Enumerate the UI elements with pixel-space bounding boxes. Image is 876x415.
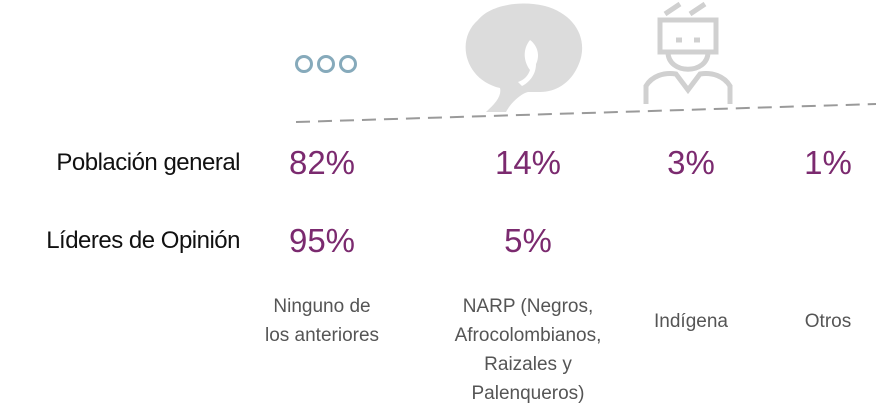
icon-indigenous xyxy=(643,1,733,104)
percentage: 3% xyxy=(667,144,715,181)
column-label: Indígena xyxy=(654,311,728,332)
divider xyxy=(295,103,876,123)
column-label-line: Palenqueros) xyxy=(471,383,584,404)
column-label: NARP (Negros, Afrocolombianos, Raizales y P… xyxy=(455,296,602,404)
icon-afro xyxy=(465,3,583,113)
column-label: Otros xyxy=(805,311,851,332)
icon-dots xyxy=(295,55,357,73)
column-label-line: Raizales y xyxy=(484,354,572,375)
percentage: 95% xyxy=(289,222,355,259)
column-label-line: Ninguno de xyxy=(273,296,370,317)
column-label-line: los anteriores xyxy=(265,325,379,346)
column-label-line: Afrocolombianos, xyxy=(455,325,602,346)
percentage: 82% xyxy=(289,144,355,181)
row-label: Población general xyxy=(56,149,240,176)
percentage: 1% xyxy=(804,144,852,181)
row-label: Líderes de Opinión xyxy=(46,227,240,254)
percentage: 5% xyxy=(504,222,552,259)
column-label-line: Otros xyxy=(805,311,851,332)
column-label-line: NARP (Negros, xyxy=(463,296,594,317)
column-label: Ninguno de los anteriores xyxy=(265,296,379,346)
column-label-line: Indígena xyxy=(654,311,728,332)
percentage: 14% xyxy=(495,144,561,181)
